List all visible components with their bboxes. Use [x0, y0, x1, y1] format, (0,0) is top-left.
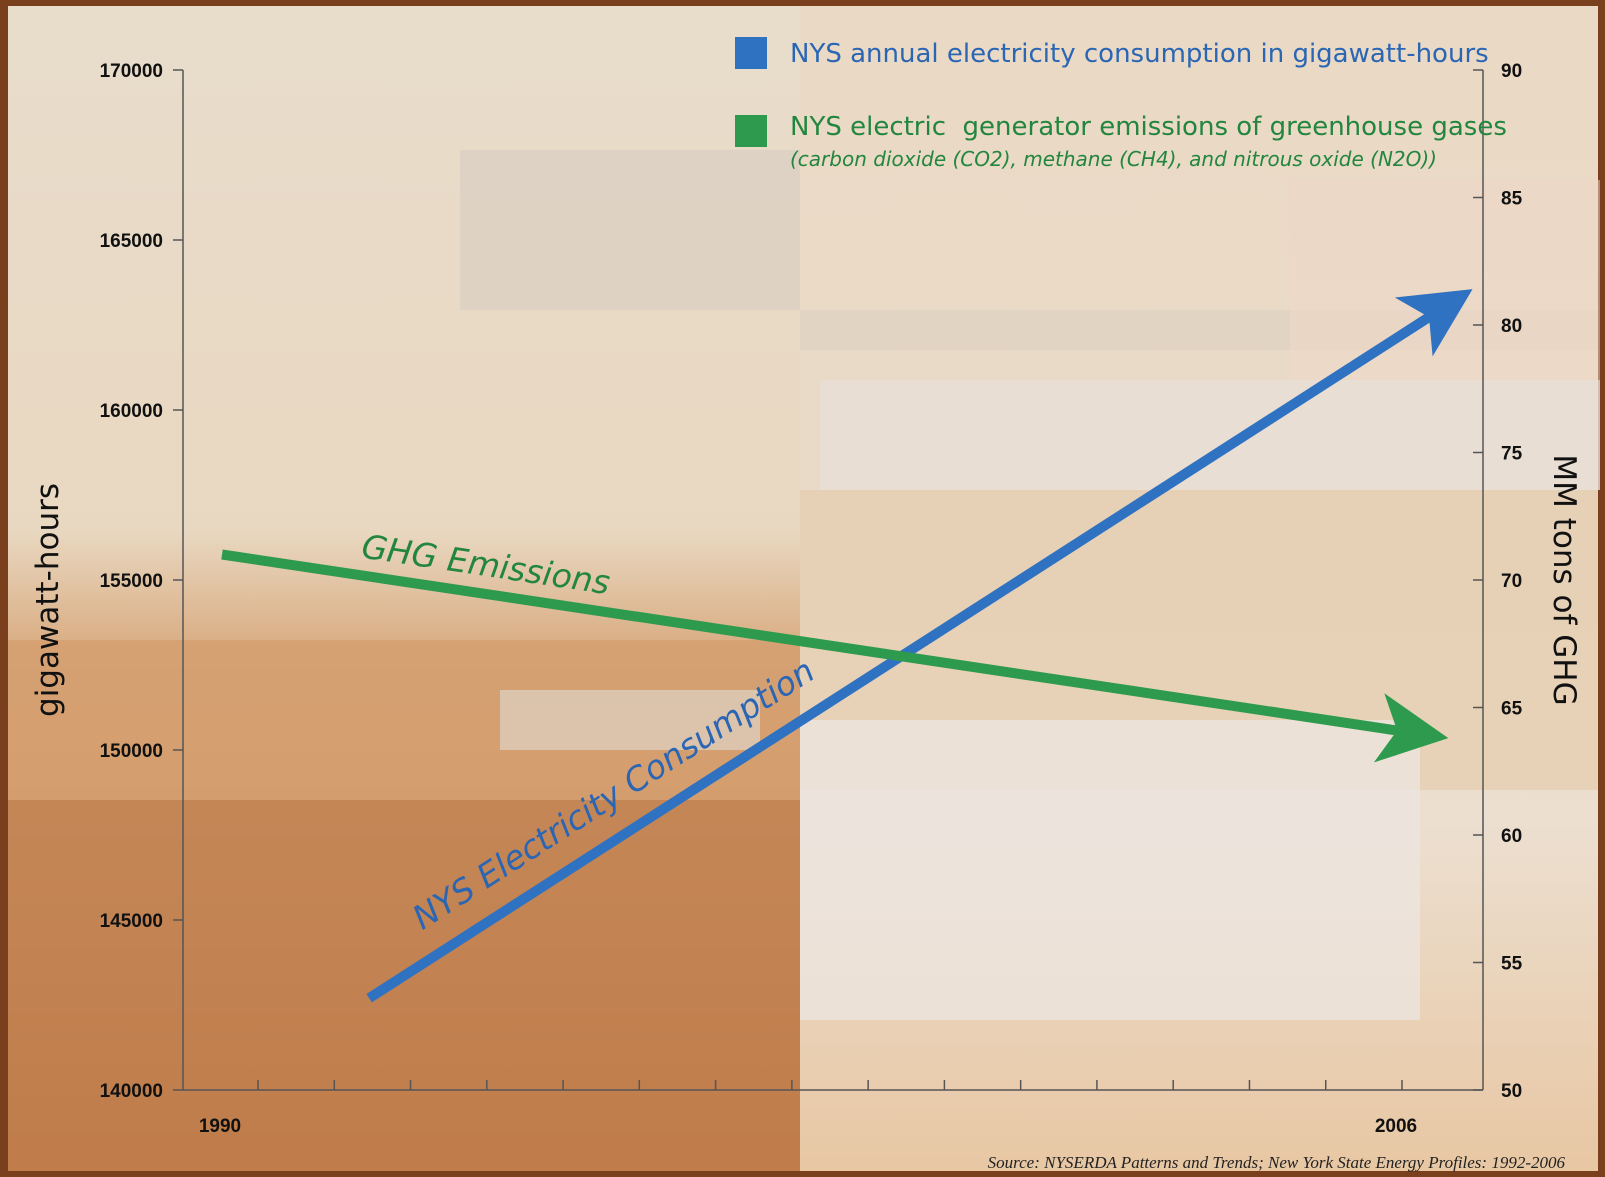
y-left-tick-label: 140000: [100, 1081, 163, 1102]
y-right-tick-label: 50: [1501, 1081, 1522, 1102]
y-right-tick-label: 75: [1501, 444, 1523, 465]
legend-label-ghg: NYS electric generator emissions of gree…: [790, 112, 1507, 142]
y-right-tick-label: 70: [1501, 571, 1522, 592]
y-right-tick-label: 55: [1501, 954, 1523, 975]
y-left-tick-label: 155000: [100, 571, 163, 592]
legend: NYS annual electricity consumption in gi…: [735, 37, 1507, 171]
y-left-tick-label: 145000: [100, 911, 163, 932]
axes: 170000 165000 160000 155000 150000 145000 1400…: [100, 61, 1523, 1137]
y-right-tick-label: 80: [1501, 316, 1522, 337]
legend-swatch-electricity: [735, 37, 767, 69]
y-right-tick-label: 60: [1501, 826, 1522, 847]
x-tick-label-end: 2006: [1375, 1116, 1417, 1137]
y-left-tick-label: 160000: [100, 401, 163, 422]
y-right-tick-label: 65: [1501, 699, 1523, 720]
y-left-tick-label: 150000: [100, 741, 163, 762]
y-left-tick-label: 165000: [100, 231, 163, 252]
y-right-tick-label: 85: [1501, 189, 1523, 210]
y-right-tick-label: 90: [1501, 61, 1522, 82]
series-arrow-ghg: [221, 549, 1449, 763]
y-left-tick-label: 170000: [100, 61, 163, 82]
y-right-axis-title: MM tons of GHG: [1546, 454, 1582, 705]
source-note: Source: NYSERDA Patterns and Trends; New…: [988, 1153, 1566, 1172]
y-left-axis-title: gigawatt-hours: [30, 483, 66, 717]
legend-label-electricity: NYS annual electricity consumption in gi…: [790, 39, 1489, 69]
legend-swatch-ghg: [735, 115, 767, 147]
x-tick-label-start: 1990: [199, 1116, 241, 1137]
legend-sublabel-ghg: (carbon dioxide (CO2), methane (CH4), an…: [790, 147, 1437, 171]
series-layer: [221, 289, 1473, 1003]
